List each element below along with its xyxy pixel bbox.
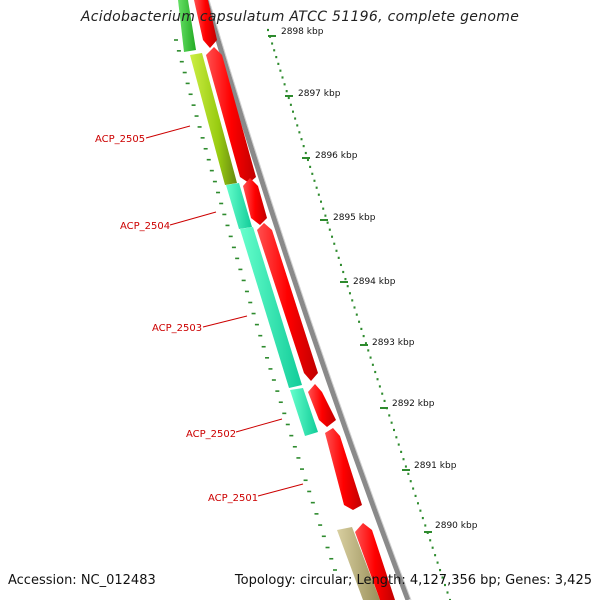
- scale-label: 2898 kbp: [281, 27, 324, 37]
- feature-green-top: [178, 0, 196, 52]
- gene-leader-line: [235, 418, 283, 433]
- scale-label: 2897 kbp: [298, 89, 341, 99]
- gene-label-acp2501: ACP_2501: [208, 493, 258, 504]
- cds-arrow-top: [194, 0, 217, 48]
- gene-label-acp2502: ACP_2502: [186, 429, 236, 440]
- gene-label-acp2505: ACP_2505: [95, 134, 145, 145]
- cds-arrow-acp2505: [206, 47, 256, 183]
- outer-dotted-scale: [267, 28, 451, 600]
- scale-label: 2892 kbp: [392, 399, 435, 409]
- cds-arrow-bottom: [355, 523, 395, 600]
- feature-khaki: [337, 527, 380, 600]
- feature-yellowgreen: [190, 53, 237, 185]
- cds-arrow-acp2503: [257, 223, 318, 381]
- feature-cyan-1: [226, 183, 252, 229]
- gene-leader-line: [145, 125, 191, 139]
- gene-labels: ACP_2505 ACP_2504 ACP_2503 ACP_2502 ACP_…: [95, 125, 304, 504]
- scale-labels: 2898 kbp 2897 kbp 2896 kbp 2895 kbp 2894…: [281, 27, 478, 531]
- map-title: Acidobacterium capsulatum ATCC 51196, co…: [80, 9, 520, 25]
- scale-label: 2896 kbp: [315, 151, 358, 161]
- scale-label: 2891 kbp: [414, 461, 457, 471]
- gene-label-acp2503: ACP_2503: [152, 323, 202, 334]
- cds-arrow-acp2504: [243, 178, 267, 225]
- feature-cyan-2: [240, 227, 302, 388]
- scale-label: 2894 kbp: [353, 277, 396, 287]
- scale-label: 2893 kbp: [372, 338, 415, 348]
- gene-label-acp2504: ACP_2504: [120, 221, 170, 232]
- gene-leader-line: [257, 483, 304, 497]
- scale-label: 2895 kbp: [333, 213, 376, 223]
- gene-leader-line: [169, 211, 217, 226]
- scale-ticks: [268, 35, 432, 533]
- genome-summary-text: Topology: circular; Length: 4,127,356 bp…: [234, 573, 592, 588]
- backbone-highlight: [208, 0, 412, 600]
- gene-leader-line: [202, 315, 248, 328]
- cds-arrow-acp2502: [308, 384, 336, 427]
- accession-text: Accession: NC_012483: [8, 573, 156, 588]
- backbone-line: [203, 0, 411, 600]
- feature-cyan-3: [290, 388, 318, 436]
- cds-arrow-acp2501: [325, 428, 362, 510]
- scale-label: 2890 kbp: [435, 521, 478, 531]
- inner-dotted-ticks: [174, 39, 337, 571]
